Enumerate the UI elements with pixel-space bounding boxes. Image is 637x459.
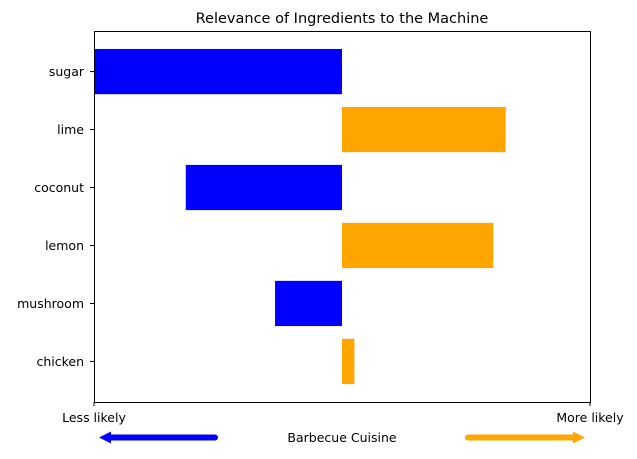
bar-lemon <box>342 222 494 269</box>
bars-layer <box>94 48 506 385</box>
plot-frame <box>94 31 591 403</box>
y-tick-label: coconut <box>34 180 84 195</box>
y-tick-label: mushroom <box>17 296 84 311</box>
x-axis-label: Barbecue Cuisine <box>287 430 396 445</box>
x-tick-label: Less likely <box>62 410 126 425</box>
direction-arrows <box>99 431 585 444</box>
y-tick-label: chicken <box>36 354 84 369</box>
bar-chicken <box>342 338 355 385</box>
bar-lime <box>342 106 506 153</box>
y-tick-label: sugar <box>49 64 85 79</box>
bar-mushroom <box>275 280 342 327</box>
x-tick-label: More likely <box>556 410 624 425</box>
bar-coconut <box>185 164 342 211</box>
y-tick-label: lemon <box>45 238 84 253</box>
more-likely-arrow <box>465 431 585 444</box>
bar-sugar <box>94 48 342 95</box>
chart-title: Relevance of Ingredients to the Machine <box>196 11 489 27</box>
y-tick-label: lime <box>57 122 84 137</box>
y-axis-ticks: sugar lime coconut lemon mushroom chicken <box>17 64 94 369</box>
x-axis-ticks: Less likely More likely <box>62 402 624 425</box>
less-likely-arrow <box>99 431 218 444</box>
